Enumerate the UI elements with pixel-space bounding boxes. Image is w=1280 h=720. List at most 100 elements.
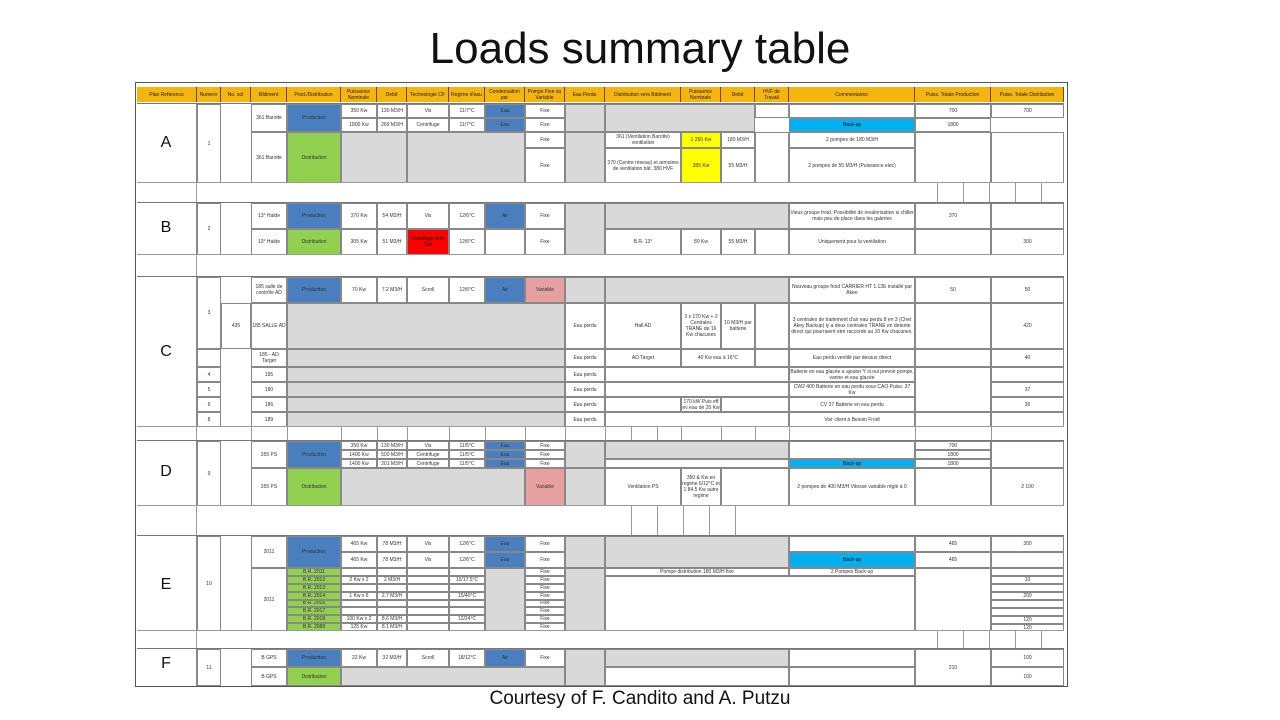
sub-batiment-cell: B.R. 2013 bbox=[287, 583, 341, 592]
cell bbox=[449, 583, 485, 592]
cell: 1 Kw x 6 bbox=[341, 591, 377, 600]
cell bbox=[915, 349, 991, 367]
cell bbox=[197, 349, 221, 367]
cell bbox=[915, 229, 991, 255]
cell bbox=[991, 132, 1064, 183]
cell bbox=[287, 303, 565, 349]
total-cell: 50 bbox=[915, 277, 991, 303]
cell: Eau perdu bbox=[565, 303, 605, 349]
cell: Fixe bbox=[525, 229, 565, 255]
cell bbox=[605, 104, 755, 132]
cell: 78 M3/H bbox=[377, 552, 407, 568]
cell: 465 Kw bbox=[341, 552, 377, 568]
cell bbox=[789, 667, 915, 686]
comment-cell: Uniquement pour la ventilation bbox=[789, 229, 915, 255]
cell bbox=[991, 568, 1064, 576]
cell bbox=[407, 132, 525, 183]
production-cell: Production bbox=[287, 104, 341, 132]
comment-cell: CW2 400 Batterie en eau perdu sous CAO P… bbox=[789, 382, 915, 397]
cell: 55 M3/H bbox=[721, 229, 755, 255]
total-cell: 300 bbox=[991, 229, 1064, 255]
cell: Variable bbox=[525, 277, 565, 303]
zone-label: E bbox=[160, 576, 172, 593]
cell: Fixe bbox=[525, 148, 565, 183]
total-cell: 50 bbox=[991, 277, 1064, 303]
cell: Fixe bbox=[525, 583, 565, 592]
total-cell: 120 bbox=[991, 616, 1064, 624]
cell: 500 M3/H bbox=[377, 450, 407, 459]
comment-cell: Nouveau groupe froid CARRIER HT 1.13E in… bbox=[789, 277, 915, 303]
separator-row bbox=[137, 630, 1064, 649]
header-cell: Numero bbox=[197, 87, 221, 102]
header-cell: Bâtiment bbox=[251, 87, 287, 102]
production-cell: Production bbox=[287, 649, 341, 667]
cell bbox=[341, 583, 377, 592]
cell bbox=[449, 599, 485, 608]
cell: 305 Kw bbox=[341, 229, 377, 255]
cell: 51 M3/H bbox=[377, 229, 407, 255]
cell: Eau bbox=[485, 104, 525, 118]
cell: Eau perdu bbox=[565, 382, 605, 397]
cell bbox=[789, 536, 915, 552]
cell bbox=[407, 583, 449, 592]
numero-cell: 1 bbox=[197, 104, 221, 183]
cell bbox=[605, 536, 789, 568]
cell: 54 M3/H bbox=[377, 203, 407, 229]
cell: Ventilation PS bbox=[605, 468, 681, 506]
cell: 3 x 170 Kw + 2 Centrales TRANE de 16 Kw … bbox=[681, 303, 721, 349]
cell: 8.6 M3/H bbox=[377, 615, 407, 624]
batiment-cell: 13° Halde bbox=[251, 229, 287, 255]
zone-e: E 10 2011 Production 465 Kw 78 M3/H Vis … bbox=[137, 535, 1064, 631]
separator-row bbox=[137, 426, 1064, 441]
cell bbox=[449, 568, 485, 576]
batiment-cell: 189 bbox=[251, 412, 287, 427]
cell: Fixe bbox=[525, 104, 565, 118]
header-cell: Debit bbox=[721, 87, 755, 102]
distribution-cell: Distribution bbox=[287, 132, 341, 183]
cell bbox=[287, 367, 565, 382]
batiment-cell: 185 salle de contrôle AD bbox=[251, 277, 287, 303]
zone-f: F 11 B GPS Production 22 Kw 32 M3/H Scro… bbox=[137, 648, 1064, 686]
numero-cell: 2 bbox=[197, 203, 221, 255]
cell: Fixe bbox=[525, 649, 565, 667]
cell bbox=[605, 382, 789, 397]
backup-cell: Back-up bbox=[789, 552, 915, 568]
cell: 12/6°C bbox=[449, 229, 485, 255]
cell bbox=[287, 397, 565, 412]
zone-b: B 2 13° Halde Production 370 Kw 54 M3/H … bbox=[137, 202, 1064, 255]
batiment-cell: 361 Barotte bbox=[251, 132, 287, 183]
cell: 130 M3/H bbox=[377, 104, 407, 118]
numero-cell: 5 bbox=[197, 382, 221, 397]
total-cell: 700 bbox=[915, 441, 991, 450]
cell: 350 & Kw en regime 6/12°C et 1 84.5 Kw a… bbox=[681, 468, 721, 506]
cell: Vis bbox=[407, 441, 449, 450]
cell bbox=[991, 608, 1064, 616]
numero-cell: 9 bbox=[197, 441, 221, 506]
total-cell: 2 100 bbox=[991, 468, 1064, 506]
zone-d: D 9 355 PS Production 350 Kw 130 M3/H Vi… bbox=[137, 440, 1064, 506]
header-cell: Technologie CF bbox=[407, 87, 449, 102]
cell: 12/6°C bbox=[449, 552, 485, 568]
batiment-cell: 2011 bbox=[251, 536, 287, 568]
total-cell: 420 bbox=[991, 303, 1064, 349]
cell bbox=[565, 568, 605, 631]
cell bbox=[789, 649, 915, 667]
cell bbox=[915, 367, 991, 412]
batiment-cell: 361 Barotte bbox=[251, 104, 287, 132]
cell bbox=[407, 591, 449, 600]
cell: Fixe bbox=[525, 575, 565, 584]
cell: Fixe bbox=[525, 536, 565, 552]
cell bbox=[991, 600, 1064, 608]
cell bbox=[789, 104, 915, 118]
sub-batiment-cell: B.R. 2017 bbox=[287, 607, 341, 616]
cell bbox=[991, 552, 1064, 568]
cell: Scroll bbox=[407, 277, 449, 303]
comment-cell: 3 centrales de traitement d'air eau perd… bbox=[789, 303, 915, 349]
cell bbox=[605, 649, 789, 667]
total-cell: 300 bbox=[991, 536, 1064, 552]
cell: 10/17.5°C bbox=[449, 575, 485, 584]
batiment-cell: 186 bbox=[251, 397, 287, 412]
numero-cell: 10 bbox=[197, 536, 221, 631]
separator-row bbox=[137, 254, 1064, 277]
cell: 2 M3/H bbox=[377, 575, 407, 584]
